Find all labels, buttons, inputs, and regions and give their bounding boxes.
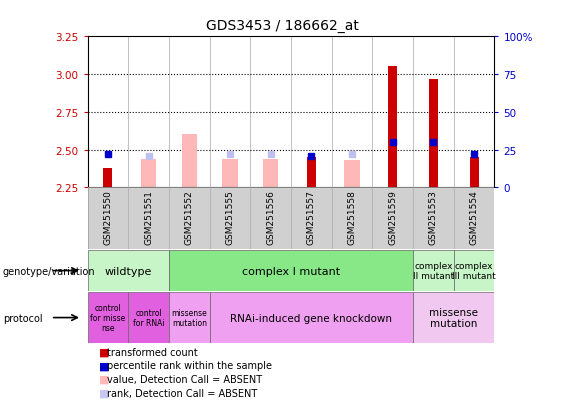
Text: value, Detection Call = ABSENT: value, Detection Call = ABSENT — [107, 374, 263, 384]
Bar — [307, 158, 316, 188]
Text: complex
III mutant: complex III mutant — [452, 261, 496, 280]
Text: missense
mutation: missense mutation — [429, 307, 478, 329]
Text: transformed count: transformed count — [107, 347, 198, 357]
Bar — [388, 67, 397, 188]
Bar — [344, 161, 360, 188]
Text: percentile rank within the sample: percentile rank within the sample — [107, 361, 272, 370]
Text: GSM251558: GSM251558 — [347, 190, 357, 244]
Text: ■: ■ — [99, 374, 110, 384]
Text: complex
II mutant: complex II mutant — [413, 261, 454, 280]
Text: GSM251557: GSM251557 — [307, 190, 316, 244]
Bar — [413, 251, 454, 291]
Text: ■: ■ — [99, 388, 110, 398]
Bar — [88, 292, 128, 344]
Text: GSM251550: GSM251550 — [103, 190, 112, 244]
Bar — [169, 292, 210, 344]
Text: GSM251553: GSM251553 — [429, 190, 438, 244]
Text: GSM251551: GSM251551 — [144, 190, 153, 244]
Bar — [263, 159, 279, 188]
Text: control
for misse
nse: control for misse nse — [90, 303, 125, 332]
Bar — [103, 169, 112, 188]
Text: protocol: protocol — [3, 313, 42, 323]
Bar — [169, 251, 413, 291]
Bar — [128, 292, 169, 344]
Text: missense
mutation: missense mutation — [171, 308, 207, 328]
Text: rank, Detection Call = ABSENT: rank, Detection Call = ABSENT — [107, 388, 258, 398]
Bar — [210, 292, 413, 344]
Text: GDS3453 / 186662_at: GDS3453 / 186662_at — [206, 19, 359, 33]
Text: RNAi-induced gene knockdown: RNAi-induced gene knockdown — [231, 313, 392, 323]
Bar — [222, 159, 238, 188]
Text: GSM251556: GSM251556 — [266, 190, 275, 244]
Text: complex I mutant: complex I mutant — [242, 266, 340, 276]
Text: GSM251552: GSM251552 — [185, 190, 194, 244]
Bar — [413, 292, 494, 344]
Bar — [470, 158, 479, 188]
Text: GSM251554: GSM251554 — [470, 190, 479, 244]
Bar — [88, 251, 169, 291]
Bar — [454, 251, 494, 291]
Text: control
for RNAi: control for RNAi — [133, 308, 164, 328]
Text: GSM251555: GSM251555 — [225, 190, 234, 244]
Bar — [429, 79, 438, 188]
Bar — [181, 135, 197, 188]
Text: ■: ■ — [99, 347, 110, 357]
Text: wildtype: wildtype — [105, 266, 152, 276]
Text: ■: ■ — [99, 361, 110, 370]
Bar — [141, 159, 157, 188]
Text: genotype/variation: genotype/variation — [3, 266, 95, 276]
Text: GSM251559: GSM251559 — [388, 190, 397, 244]
